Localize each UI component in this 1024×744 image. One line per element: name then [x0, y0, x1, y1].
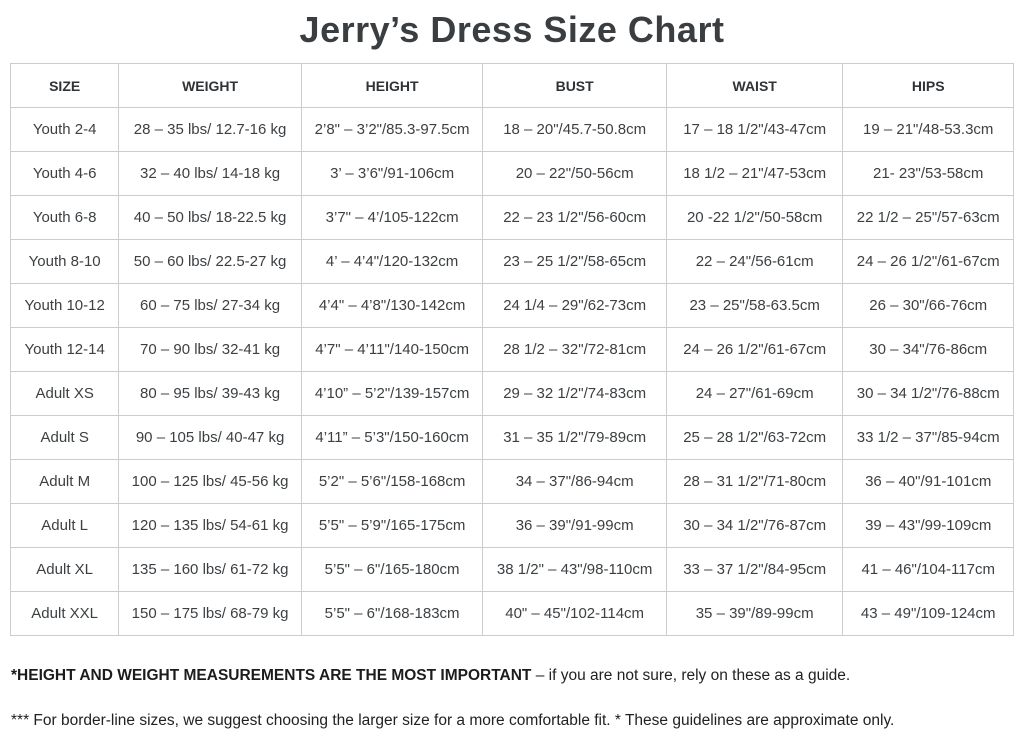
cell-height: 5’5" – 6"/165-180cm	[300, 547, 484, 592]
cell-hips: 36 – 40"/91-101cm	[842, 459, 1014, 504]
cell-hips: 30 – 34"/76-86cm	[842, 327, 1014, 372]
cell-hips: 33 1/2 – 37"/85-94cm	[842, 415, 1014, 460]
cell-hips: 21- 23"/53-58cm	[842, 151, 1014, 196]
cell-size: Adult S	[9, 415, 120, 460]
table-row: Youth 4-6 32 – 40 lbs/ 14-18 kg 3’ – 3’6…	[9, 151, 1014, 196]
cell-bust: 31 – 35 1/2"/79-89cm	[482, 415, 667, 460]
cell-bust: 40" – 45"/102-114cm	[482, 591, 667, 636]
cell-waist: 24 – 26 1/2"/61-67cm	[665, 327, 844, 372]
cell-size: Youth 10-12	[9, 283, 120, 328]
cell-height: 4’4" – 4’8"/130-142cm	[300, 283, 484, 328]
cell-weight: 135 – 160 lbs/ 61-72 kg	[118, 547, 302, 592]
cell-bust: 20 – 22"/50-56cm	[482, 151, 667, 196]
cell-waist: 28 – 31 1/2"/71-80cm	[665, 459, 844, 504]
cell-height: 4’ – 4’4"/120-132cm	[300, 239, 484, 284]
table-row: Adult M 100 – 125 lbs/ 45-56 kg 5’2" – 5…	[9, 459, 1014, 504]
size-chart-table: SIZE WEIGHT HEIGHT BUST WAIST HIPS Youth…	[9, 63, 1014, 636]
cell-waist: 20 -22 1/2"/50-58cm	[665, 195, 844, 240]
cell-size: Youth 2-4	[9, 107, 120, 152]
cell-weight: 80 – 95 lbs/ 39-43 kg	[118, 371, 302, 416]
cell-bust: 28 1/2 – 32"/72-81cm	[482, 327, 667, 372]
cell-weight: 70 – 90 lbs/ 32-41 kg	[118, 327, 302, 372]
cell-waist: 25 – 28 1/2"/63-72cm	[665, 415, 844, 460]
cell-bust: 24 1/4 – 29"/62-73cm	[482, 283, 667, 328]
cell-weight: 120 – 135 lbs/ 54-61 kg	[118, 503, 302, 548]
footnote-important-rest: – if you are not sure, rely on these as …	[531, 667, 851, 684]
cell-weight: 60 – 75 lbs/ 27-34 kg	[118, 283, 302, 328]
cell-height: 3’7" – 4’/105-122cm	[300, 195, 484, 240]
table-row: Youth 2-4 28 – 35 lbs/ 12.7-16 kg 2’8" –…	[9, 107, 1014, 152]
cell-weight: 90 – 105 lbs/ 40-47 kg	[118, 415, 302, 460]
cell-size: Youth 4-6	[9, 151, 120, 196]
cell-hips: 39 – 43"/99-109cm	[842, 503, 1014, 548]
cell-size: Youth 8-10	[9, 239, 120, 284]
cell-height: 5’5" – 6"/168-183cm	[300, 591, 484, 636]
cell-size: Adult XL	[9, 547, 120, 592]
table-row: Adult L 120 – 135 lbs/ 54-61 kg 5’5" – 5…	[9, 503, 1014, 548]
page-title: Jerry’s Dress Size Chart	[299, 9, 725, 50]
table-row: Adult XS 80 – 95 lbs/ 39-43 kg 4’10” – 5…	[9, 371, 1014, 416]
table-row: Adult XL 135 – 160 lbs/ 61-72 kg 5’5" – …	[9, 547, 1014, 592]
cell-waist: 24 – 27"/61-69cm	[665, 371, 844, 416]
cell-size: Adult L	[9, 503, 120, 548]
cell-waist: 35 – 39"/89-99cm	[665, 591, 844, 636]
cell-bust: 36 – 39"/91-99cm	[482, 503, 667, 548]
cell-size: Adult XS	[9, 371, 120, 416]
cell-height: 2’8" – 3’2"/85.3-97.5cm	[300, 107, 484, 152]
cell-weight: 40 – 50 lbs/ 18-22.5 kg	[118, 195, 302, 240]
cell-height: 4’10” – 5’2"/139-157cm	[300, 371, 484, 416]
cell-bust: 18 – 20"/45.7-50.8cm	[482, 107, 667, 152]
cell-hips: 41 – 46"/104-117cm	[842, 547, 1014, 592]
table-row: Youth 6-8 40 – 50 lbs/ 18-22.5 kg 3’7" –…	[9, 195, 1014, 240]
cell-bust: 29 – 32 1/2"/74-83cm	[482, 371, 667, 416]
cell-weight: 100 – 125 lbs/ 45-56 kg	[118, 459, 302, 504]
cell-waist: 23 – 25"/58-63.5cm	[665, 283, 844, 328]
cell-height: 4’7" – 4’11"/140-150cm	[300, 327, 484, 372]
cell-weight: 150 – 175 lbs/ 68-79 kg	[118, 591, 302, 636]
cell-bust: 38 1/2" – 43"/98-110cm	[482, 547, 667, 592]
cell-waist: 22 – 24"/56-61cm	[665, 239, 844, 284]
cell-weight: 28 – 35 lbs/ 12.7-16 kg	[118, 107, 302, 152]
cell-size: Youth 6-8	[9, 195, 120, 240]
cell-waist: 30 – 34 1/2"/76-87cm	[665, 503, 844, 548]
cell-bust: 23 – 25 1/2"/58-65cm	[482, 239, 667, 284]
cell-bust: 22 – 23 1/2"/56-60cm	[482, 195, 667, 240]
column-header-height: HEIGHT	[300, 63, 484, 108]
footnote-important-bold: *HEIGHT AND WEIGHT MEASUREMENTS ARE THE …	[11, 667, 532, 684]
table-row: Adult XXL 150 – 175 lbs/ 68-79 kg 5’5" –…	[9, 591, 1014, 636]
cell-hips: 26 – 30"/66-76cm	[842, 283, 1014, 328]
column-header-weight: WEIGHT	[118, 63, 302, 108]
column-header-hips: HIPS	[842, 63, 1014, 108]
table-row: Youth 12-14 70 – 90 lbs/ 32-41 kg 4’7" –…	[9, 327, 1014, 372]
cell-waist: 33 – 37 1/2"/84-95cm	[665, 547, 844, 592]
cell-waist: 17 – 18 1/2"/43-47cm	[665, 107, 844, 152]
cell-hips: 19 – 21"/48-53.3cm	[842, 107, 1014, 152]
cell-hips: 30 – 34 1/2"/76-88cm	[842, 371, 1014, 416]
footnote-borderline: *** For border-line sizes, we suggest ch…	[11, 712, 895, 729]
cell-size: Adult XXL	[9, 591, 120, 636]
cell-waist: 18 1/2 – 21"/47-53cm	[665, 151, 844, 196]
cell-weight: 50 – 60 lbs/ 22.5-27 kg	[118, 239, 302, 284]
table-row: Youth 8-10 50 – 60 lbs/ 22.5-27 kg 4’ – …	[9, 239, 1014, 284]
cell-hips: 43 – 49"/109-124cm	[842, 591, 1014, 636]
table-row: Youth 10-12 60 – 75 lbs/ 27-34 kg 4’4" –…	[9, 283, 1014, 328]
cell-bust: 34 – 37"/86-94cm	[482, 459, 667, 504]
cell-height: 5’2" – 5’6"/158-168cm	[300, 459, 484, 504]
column-header-bust: BUST	[482, 63, 667, 108]
footnote-important: *HEIGHT AND WEIGHT MEASUREMENTS ARE THE …	[11, 667, 1024, 685]
cell-size: Adult M	[9, 459, 120, 504]
cell-height: 5’5" – 5’9"/165-175cm	[300, 503, 484, 548]
column-header-waist: WAIST	[665, 63, 844, 108]
cell-hips: 22 1/2 – 25"/57-63cm	[842, 195, 1014, 240]
table-row: Adult S 90 – 105 lbs/ 40-47 kg 4’11” – 5…	[9, 415, 1014, 460]
cell-hips: 24 – 26 1/2"/61-67cm	[842, 239, 1014, 284]
cell-size: Youth 12-14	[9, 327, 120, 372]
header-row: SIZE WEIGHT HEIGHT BUST WAIST HIPS	[9, 63, 1014, 108]
cell-height: 3’ – 3’6"/91-106cm	[300, 151, 484, 196]
cell-height: 4’11” – 5’3"/150-160cm	[300, 415, 484, 460]
column-header-size: SIZE	[9, 63, 120, 108]
cell-weight: 32 – 40 lbs/ 14-18 kg	[118, 151, 302, 196]
